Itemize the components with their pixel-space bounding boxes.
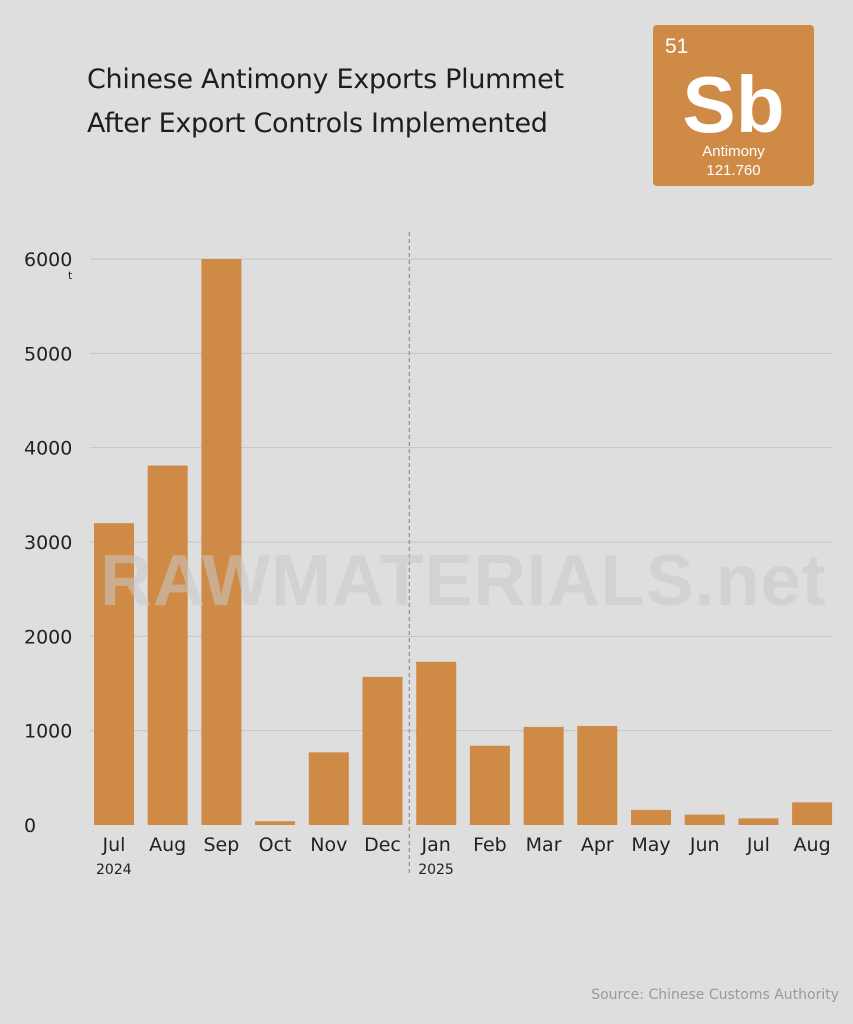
bar <box>523 726 564 825</box>
bar <box>147 465 188 825</box>
chart-title-line-2: After Export Controls Implemented <box>87 108 548 139</box>
x-tick-label: May <box>631 834 670 856</box>
watermark: RAWMATERIALS.net <box>100 541 827 621</box>
bar <box>792 802 833 825</box>
antimony-element-tile: 51 Sb Antimony 121.760 <box>653 25 814 186</box>
x-tick-label: Jul <box>746 834 770 856</box>
chart-title: Chinese Antimony Exports Plummet After E… <box>87 58 564 146</box>
bar <box>684 814 725 825</box>
x-tick-label: Nov <box>310 834 347 856</box>
bar <box>201 259 242 825</box>
x-tick-label: Sep <box>203 834 239 856</box>
x-tick-label: Jun <box>689 834 720 856</box>
y-tick-label: 1000 <box>24 721 72 743</box>
x-tick-label: Dec <box>364 834 401 856</box>
y-tick-label: 6000 <box>24 249 72 271</box>
y-tick-label: 0 <box>24 815 36 837</box>
x-tick-label: Oct <box>259 834 292 856</box>
bar <box>631 809 671 825</box>
y-tick-label: 3000 <box>24 532 72 554</box>
y-tick-label: 4000 <box>24 438 72 460</box>
bar <box>255 821 296 825</box>
bar <box>577 725 618 825</box>
element-name: Antimony <box>702 143 765 160</box>
x-tick-label: Jan <box>421 834 451 856</box>
atomic-number: 51 <box>665 35 689 58</box>
year-label: 2025 <box>418 862 454 878</box>
x-tick-label: Aug <box>794 834 831 856</box>
bar <box>362 676 403 825</box>
bar <box>738 818 779 825</box>
bar <box>416 661 457 825</box>
bar <box>469 745 510 825</box>
x-tick-label: Aug <box>149 834 186 856</box>
x-tick-label: Mar <box>526 834 562 856</box>
x-tick-label: Jul <box>102 834 126 856</box>
y-unit-label: t <box>68 269 73 282</box>
element-symbol: Sb <box>682 60 785 149</box>
source-note: Source: Chinese Customs Authority <box>591 987 839 1003</box>
chart-title-line-1: Chinese Antimony Exports Plummet <box>87 64 564 95</box>
bar <box>308 752 349 825</box>
y-tick-label: 2000 <box>24 626 72 648</box>
year-label: 2024 <box>96 862 132 878</box>
x-tick-label: Apr <box>581 834 614 856</box>
atomic-mass: 121.760 <box>706 162 761 179</box>
x-tick-label: Feb <box>473 834 507 856</box>
bar <box>94 523 134 825</box>
y-tick-label: 5000 <box>24 343 72 365</box>
